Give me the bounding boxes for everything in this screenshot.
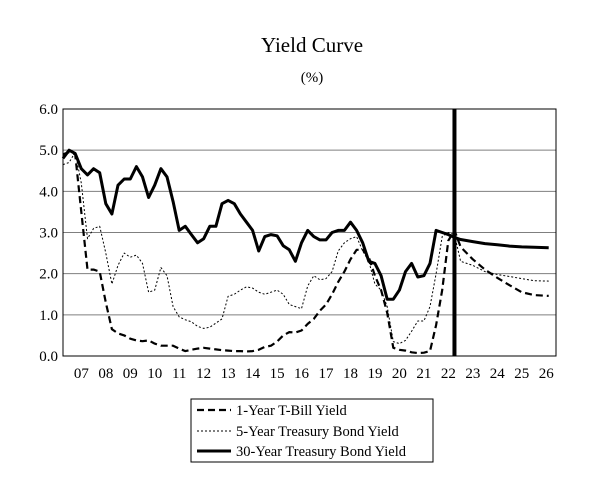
x-tick-label: 19 xyxy=(367,366,382,382)
x-tick-label: 24 xyxy=(490,366,506,382)
x-axis-tick-labels: 07 08 09 10 11 12 13 14 15 16 17 18 19 20 21 22 23 24 25 26 xyxy=(74,366,554,382)
chart-subtitle: (%) xyxy=(301,70,324,86)
legend: 1-Year T-Bill Yield 5-Year Treasury Bond… xyxy=(190,398,434,463)
x-tick-label: 17 xyxy=(319,366,335,382)
x-tick-label: 07 xyxy=(74,366,90,382)
legend-label-30yr: 30-Year Treasury Bond Yield xyxy=(236,444,407,460)
y-tick-label: 4.0 xyxy=(39,184,58,200)
x-tick-label: 21 xyxy=(416,366,431,382)
x-tick-label: 23 xyxy=(465,366,480,382)
legend-label-5yr: 5-Year Treasury Bond Yield xyxy=(236,424,399,440)
y-tick-label: 1.0 xyxy=(39,308,58,324)
y-tick-label: 3.0 xyxy=(39,226,58,242)
y-tick-label: 2.0 xyxy=(39,267,58,283)
series-line-2 xyxy=(61,148,549,301)
x-tick-label: 20 xyxy=(392,366,407,382)
legend-label-1yr: 1-Year T-Bill Yield xyxy=(236,403,348,419)
x-tick-label: 08 xyxy=(98,366,113,382)
plot-area-frame xyxy=(62,108,557,357)
x-tick-label: 11 xyxy=(172,366,186,382)
x-tick-label: 15 xyxy=(270,366,285,382)
x-tick-label: 14 xyxy=(245,366,261,382)
series-line-0 xyxy=(62,151,549,355)
x-tick-label: 22 xyxy=(441,366,456,382)
legend-box xyxy=(190,398,434,463)
x-tick-label: 13 xyxy=(221,366,236,382)
y-tick-label: 0.0 xyxy=(39,349,58,365)
x-tick-label: 12 xyxy=(196,366,211,382)
series-lines xyxy=(61,148,549,355)
x-tick-label: 26 xyxy=(539,366,555,382)
x-tick-label: 16 xyxy=(294,366,310,382)
x-tick-label: 25 xyxy=(514,366,529,382)
chart-title: Yield Curve xyxy=(261,33,363,57)
y-axis-tick-labels: 0.0 1.0 2.0 3.0 4.0 5.0 6.0 xyxy=(39,102,58,365)
x-tick-label: 09 xyxy=(123,366,138,382)
x-tick-label: 10 xyxy=(147,366,162,382)
y-tick-label: 6.0 xyxy=(39,102,58,118)
x-tick-label: 18 xyxy=(343,366,358,382)
y-tick-label: 5.0 xyxy=(39,143,58,159)
